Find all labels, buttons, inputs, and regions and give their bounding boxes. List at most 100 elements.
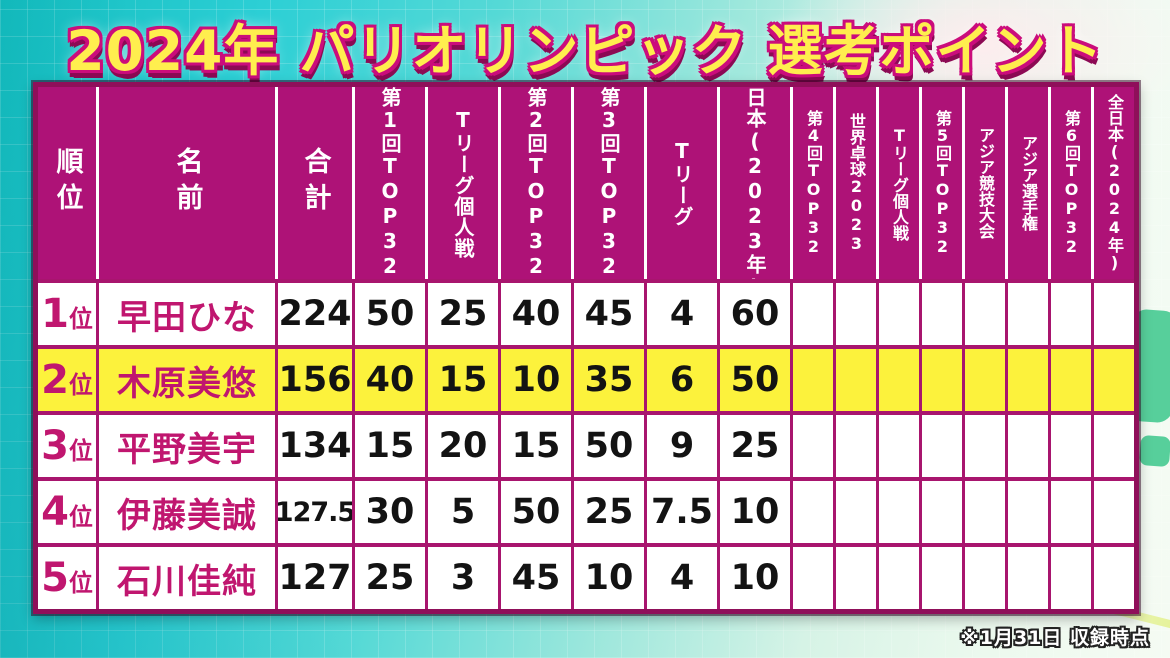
column-header-10: 第4回TOP32 (793, 87, 833, 279)
column-header-1: 順位 (38, 87, 96, 279)
recording-date-note: ※1月31日 収録時点 (960, 627, 1150, 649)
points-cell (1094, 349, 1134, 411)
points-cell (879, 415, 919, 477)
points-cell (965, 415, 1005, 477)
points-cell: 4 (647, 547, 717, 609)
column-header-5: Tリーグ個人戦 (428, 87, 498, 279)
column-header-15: アジア選手権 (1008, 87, 1048, 279)
points-cell: 15 (355, 415, 425, 477)
points-cell: 20 (428, 415, 498, 477)
column-header-7: 第3回TOP32 (574, 87, 644, 279)
points-cell (879, 349, 919, 411)
points-cell (793, 547, 833, 609)
points-cell: 50 (574, 415, 644, 477)
rank-suffix: 位 (68, 305, 93, 333)
points-cell (1008, 349, 1048, 411)
points-cell (922, 481, 962, 543)
points-cell (965, 547, 1005, 609)
player-name-cell: 早田ひな (99, 283, 275, 345)
points-cell (1008, 481, 1048, 543)
points-cell: 25 (574, 481, 644, 543)
rank-suffix: 位 (68, 371, 93, 399)
points-cell: 3 (428, 547, 498, 609)
column-header-label: 世界卓球2023 (847, 113, 866, 253)
column-header-2: 名前 (99, 87, 275, 279)
points-cell (836, 481, 876, 543)
points-cell: 15 (428, 349, 498, 411)
column-header-8: Tリーグ (647, 87, 717, 279)
points-cell (1051, 415, 1091, 477)
column-header-4: 第1回TOP32 (355, 87, 425, 279)
points-cell (793, 349, 833, 411)
column-header-label: 全日本(2023年) (743, 87, 767, 279)
points-cell: 10 (720, 481, 790, 543)
points-cell: 10 (720, 547, 790, 609)
rank-suffix: 位 (68, 569, 93, 597)
points-cell (836, 547, 876, 609)
points-cell: 5 (428, 481, 498, 543)
column-header-label: Tリーグ個人戦 (890, 125, 909, 241)
points-cell (1051, 547, 1091, 609)
rank-suffix: 位 (68, 503, 93, 531)
points-cell (879, 481, 919, 543)
points-cell (1008, 283, 1048, 345)
points-cell: 50 (720, 349, 790, 411)
points-cell (1051, 283, 1091, 345)
points-cell (1008, 547, 1048, 609)
column-header-label: 合計 (299, 147, 331, 219)
points-cell (793, 481, 833, 543)
player-name-cell: 石川佳純 (99, 547, 275, 609)
column-header-3: 合計 (278, 87, 352, 279)
column-header-16: 第6回TOP32 (1051, 87, 1091, 279)
points-cell: 45 (501, 547, 571, 609)
column-header-label: Tリーグ個人戦 (451, 107, 475, 259)
rank-suffix: 位 (68, 437, 93, 465)
player-name-cell: 伊藤美誠 (99, 481, 275, 543)
points-cell (1008, 415, 1048, 477)
column-header-9: 全日本(2023年) (720, 87, 790, 279)
points-cell: 25 (720, 415, 790, 477)
column-header-label: Tリーグ (670, 139, 694, 227)
points-cell (922, 283, 962, 345)
points-cell: 25 (428, 283, 498, 345)
total-cell: 127.5 (278, 481, 352, 543)
page-title: 2024年 パリオリンピック 選考ポイント (66, 19, 1104, 83)
points-cell (965, 349, 1005, 411)
points-cell: 45 (574, 283, 644, 345)
player-name-cell: 平野美宇 (99, 415, 275, 477)
total-cell: 127 (278, 547, 352, 609)
points-cell (793, 415, 833, 477)
column-header-label: 順位 (51, 147, 83, 219)
points-cell: 40 (355, 349, 425, 411)
points-cell (922, 547, 962, 609)
rank-number: 4 (41, 489, 69, 535)
selection-points-table: 順位 名前 合計 第1回TOP32 Tリーグ個人戦 第2回TOP32 第3回TOP32 Tリー… (33, 82, 1139, 614)
points-cell (1094, 415, 1134, 477)
points-cell: 10 (574, 547, 644, 609)
points-cell: 9 (647, 415, 717, 477)
points-cell (965, 481, 1005, 543)
points-cell (836, 415, 876, 477)
points-cell: 50 (501, 481, 571, 543)
points-cell (1094, 283, 1134, 345)
points-cell (922, 415, 962, 477)
table-header-row: 順位 名前 合計 第1回TOP32 Tリーグ個人戦 第2回TOP32 第3回TOP32 Tリー… (38, 87, 1134, 279)
points-cell: 40 (501, 283, 571, 345)
points-cell: 4 (647, 283, 717, 345)
points-cell: 35 (574, 349, 644, 411)
column-header-label: アジア競技大会 (976, 127, 995, 239)
points-cell: 25 (355, 547, 425, 609)
rank-number: 5 (41, 555, 69, 601)
rank-number: 3 (41, 423, 69, 469)
points-cell: 30 (355, 481, 425, 543)
column-header-17: 全日本(2024年) (1094, 87, 1134, 279)
column-header-13: 第5回TOP32 (922, 87, 962, 279)
column-header-label: 名前 (171, 147, 203, 219)
player-name-cell: 木原美悠 (99, 349, 275, 411)
rank-number: 1 (41, 291, 69, 337)
rank-number: 2 (41, 357, 69, 403)
